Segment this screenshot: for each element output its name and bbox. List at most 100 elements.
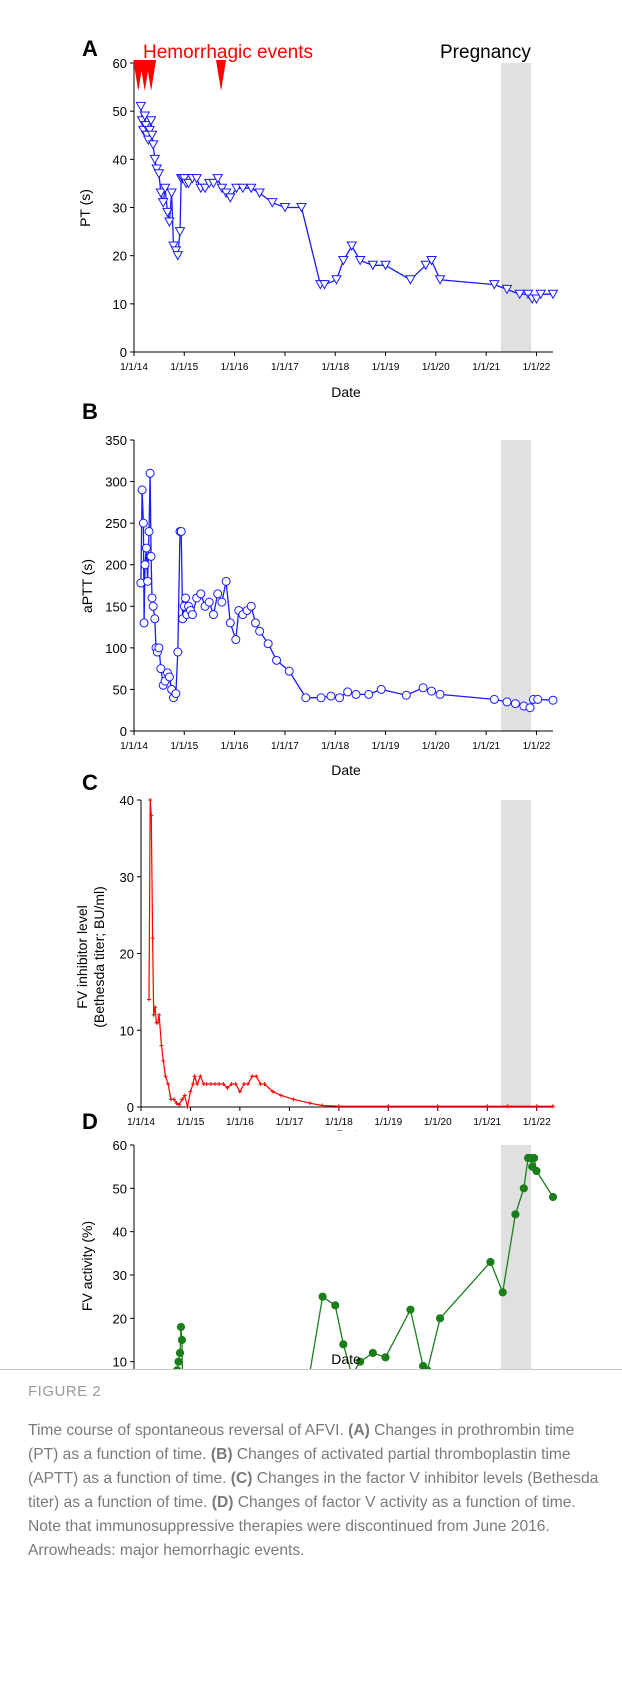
panel-b: 0 50 100 150 200 250 300 350 1/1/14 1/1/15 1/1/16 1… [79,399,558,778]
x-tick-label-c: 1/1/17 [276,1117,304,1128]
data-point-d [176,1322,186,1332]
data-point-a [331,275,342,285]
y-tick-label-a: 40 [113,152,127,167]
data-point-a [319,280,330,290]
data-point-c [336,1104,341,1109]
data-point-a [522,289,534,300]
data-point-b [250,618,260,628]
hemorrhagic-event-arrow [139,60,150,91]
data-point-b [364,689,374,699]
data-point-b [139,618,149,628]
data-point-b [145,468,155,478]
data-point-a [354,255,366,266]
x-tick-label-b: 1/1/17 [271,741,299,752]
data-point-b [335,693,345,703]
data-point-d [532,1166,541,1176]
data-point-a [380,260,391,271]
y-tick-label-d: 30 [113,1268,127,1283]
data-point-b [138,518,148,528]
data-point-a [245,183,257,194]
data-point-b [208,610,218,620]
y-tick-label-c: 30 [120,870,134,885]
data-point-a [159,183,171,194]
data-point-b [140,560,150,570]
data-point-a [531,294,542,305]
data-point-b [255,626,265,636]
data-point-a [231,183,242,194]
data-point-b [181,593,191,603]
data-point-a [296,203,307,213]
data-point-d [511,1210,520,1219]
data-point-d [435,1314,445,1323]
data-point-b [548,695,558,705]
data-point-c [188,1089,193,1094]
data-point-d [548,1192,558,1202]
x-tick-label-a: 1/1/22 [523,362,551,373]
data-point-b [173,647,183,657]
data-point-d [175,1348,185,1358]
data-point-c [171,1097,176,1102]
data-point-b [231,635,241,645]
data-point-a [174,227,186,237]
data-point-a [405,275,416,285]
data-point-a [178,174,190,184]
data-point-a [144,125,156,136]
data-point-d [406,1305,415,1314]
y-tick-label-a: 10 [113,297,127,312]
data-point-b [272,655,282,665]
data-point-b [146,551,156,561]
y-tick-label-a: 30 [113,201,127,216]
data-point-c [161,1058,166,1063]
data-point-a [183,178,194,189]
caption-tag-a: (A) [348,1422,370,1439]
data-point-b [418,683,428,693]
data-point-c [204,1081,209,1086]
data-point-c [435,1104,440,1109]
data-point-b [156,664,166,674]
x-tick-label-a: 1/1/18 [321,362,349,373]
data-point-a [547,289,559,300]
hemorrhagic-event-markers [133,60,227,91]
data-point-b [427,686,437,696]
data-point-a [208,178,219,189]
data-point-a [147,140,159,150]
data-point-d [318,1292,327,1301]
data-point-a [488,280,500,290]
x-tick-label-a: 1/1/14 [120,362,148,373]
data-point-c [185,1105,190,1109]
y-axis-label-c-line2: (Bethesda titer; BU/ml) [91,886,107,1028]
pregnancy-label: Pregnancy [440,42,531,63]
pregnancy-shading-d [501,1145,531,1369]
data-point-d [381,1353,390,1362]
x-tick-label-a: 1/1/17 [271,362,299,373]
x-tick-label-a: 1/1/21 [472,362,500,373]
data-point-a [157,198,169,208]
data-point-b [301,693,311,703]
data-point-a [338,255,349,266]
data-point-b [326,691,336,701]
panel-a: 0 10 20 30 40 50 60 1/1/14 1/1/15 1/1/16 1/1/17 1/1… [77,36,559,400]
hemorrhagic-event-arrow [133,60,144,91]
data-point-c [153,1005,158,1010]
ticks-d: 01020304050601/1/141/1/151/1/161/1/171/1… [113,1138,134,1369]
y-tick-label-b: 100 [105,641,127,656]
caption-sentence-4: Changes in the factor V inhibitor levels… [28,1470,599,1511]
y-tick-label-b: 0 [120,724,127,739]
data-point-b [164,672,174,682]
data-point-c [307,1101,312,1106]
x-tick-label-b: 1/1/15 [170,741,198,752]
hemorrhagic-events-label: Hemorrhagic events [143,42,313,63]
data-point-d [331,1301,340,1310]
panel-letter-d: D [82,1109,98,1134]
data-point-c [242,1081,247,1086]
y-tick-label-d: 40 [113,1225,127,1240]
data-point-c [217,1081,222,1086]
data-point-c [254,1074,259,1079]
x-tick-label-c: 1/1/19 [374,1117,402,1128]
y-tick-label-d: 20 [113,1311,127,1326]
y-tick-label-b: 150 [105,599,127,614]
data-point-c [279,1093,284,1098]
data-point-a [224,193,236,203]
data-point-a [212,174,224,184]
data-point-b [525,703,535,713]
